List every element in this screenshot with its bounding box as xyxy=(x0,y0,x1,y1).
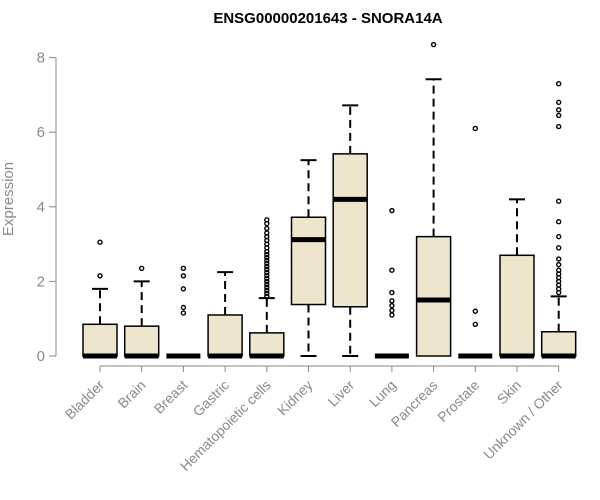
outlier-point xyxy=(389,298,395,304)
outlier-point xyxy=(97,273,103,279)
x-tick-label: Breast xyxy=(151,377,191,417)
outlier-point xyxy=(556,256,562,262)
box-hematopoietic-cells xyxy=(249,217,285,359)
outlier-point xyxy=(264,225,270,232)
outlier-point xyxy=(556,245,562,251)
outlier-point xyxy=(264,254,270,261)
box-prostate xyxy=(458,125,493,359)
x-tick-label: Unknown / Other xyxy=(480,377,566,463)
box-rect xyxy=(290,216,327,306)
box-bladder xyxy=(82,239,118,359)
box-rect xyxy=(540,331,577,357)
outlier-point xyxy=(264,281,270,288)
outlier-point xyxy=(180,304,187,311)
outlier-point xyxy=(556,261,562,268)
box-liver xyxy=(332,104,368,357)
outlier-point xyxy=(264,263,270,270)
outlier-point xyxy=(556,267,562,273)
x-tick-label: Skin xyxy=(494,377,525,408)
outlier-point xyxy=(556,198,562,204)
chart-title: ENSG00000201643 - SNORA14A xyxy=(213,10,442,27)
outlier-point xyxy=(264,257,270,264)
outlier-point xyxy=(264,266,270,273)
outlier-point xyxy=(264,284,270,291)
outlier-point xyxy=(556,99,562,106)
outlier-point xyxy=(97,239,103,245)
outlier-point xyxy=(180,310,187,316)
box-skin xyxy=(499,198,535,359)
outlier-point xyxy=(389,207,395,214)
outlier-point xyxy=(180,273,187,279)
y-axis: 0 2 4 6 8 xyxy=(37,50,57,365)
outlier-point xyxy=(556,112,562,119)
outlier-point xyxy=(556,123,562,130)
outlier-point xyxy=(472,308,478,314)
x-tick-label: Liver xyxy=(325,377,358,410)
outlier-point xyxy=(264,278,270,285)
outlier-point xyxy=(556,107,562,113)
boxes-group xyxy=(82,41,577,359)
y-tick-label: 8 xyxy=(37,50,45,67)
outlier-point xyxy=(264,230,270,236)
outlier-point xyxy=(430,41,437,48)
outlier-point xyxy=(264,290,270,297)
x-tick-label: Brain xyxy=(114,377,148,411)
outlier-point xyxy=(264,260,270,267)
y-axis-label: Expression xyxy=(0,162,17,236)
outlier-point xyxy=(180,286,187,292)
box-rect xyxy=(123,325,160,357)
outlier-point xyxy=(264,272,270,279)
box-unknown-other xyxy=(540,81,577,359)
box-brain xyxy=(123,265,160,359)
outlier-point xyxy=(556,219,562,225)
outlier-point xyxy=(264,251,270,258)
box-rect xyxy=(415,235,452,357)
x-tick-label: Bladder xyxy=(62,377,108,423)
outlier-point xyxy=(472,321,478,327)
box-lung xyxy=(374,207,409,359)
box-rect xyxy=(499,254,535,357)
outlier-point xyxy=(389,267,395,273)
y-tick-label: 2 xyxy=(37,273,45,290)
outlier-point xyxy=(264,275,270,282)
box-rect xyxy=(82,323,118,357)
box-pancreas xyxy=(415,41,452,357)
outlier-point xyxy=(556,81,562,87)
x-tick-label: Prostate xyxy=(434,377,482,425)
outlier-point xyxy=(389,302,395,309)
box-rect xyxy=(249,332,285,357)
outlier-point xyxy=(389,307,395,314)
outlier-point xyxy=(389,289,395,296)
y-tick-label: 6 xyxy=(37,124,45,141)
outlier-point xyxy=(264,269,270,276)
outlier-point xyxy=(264,293,270,300)
box-breast xyxy=(166,265,201,359)
box-rect xyxy=(207,314,243,357)
outlier-point xyxy=(264,287,270,294)
outlier-point xyxy=(138,265,145,272)
box-kidney xyxy=(290,159,327,357)
outlier-point xyxy=(472,125,478,132)
x-tick-label: Lung xyxy=(366,377,399,410)
outlier-point xyxy=(389,312,395,318)
y-tick-label: 0 xyxy=(37,348,45,365)
x-tick-label: Kidney xyxy=(274,377,316,419)
box-gastric xyxy=(207,271,243,359)
y-tick-label: 4 xyxy=(37,199,45,216)
outlier-point xyxy=(180,265,187,272)
box-rect xyxy=(332,153,368,308)
outlier-point xyxy=(264,217,270,223)
outlier-point xyxy=(556,233,562,240)
